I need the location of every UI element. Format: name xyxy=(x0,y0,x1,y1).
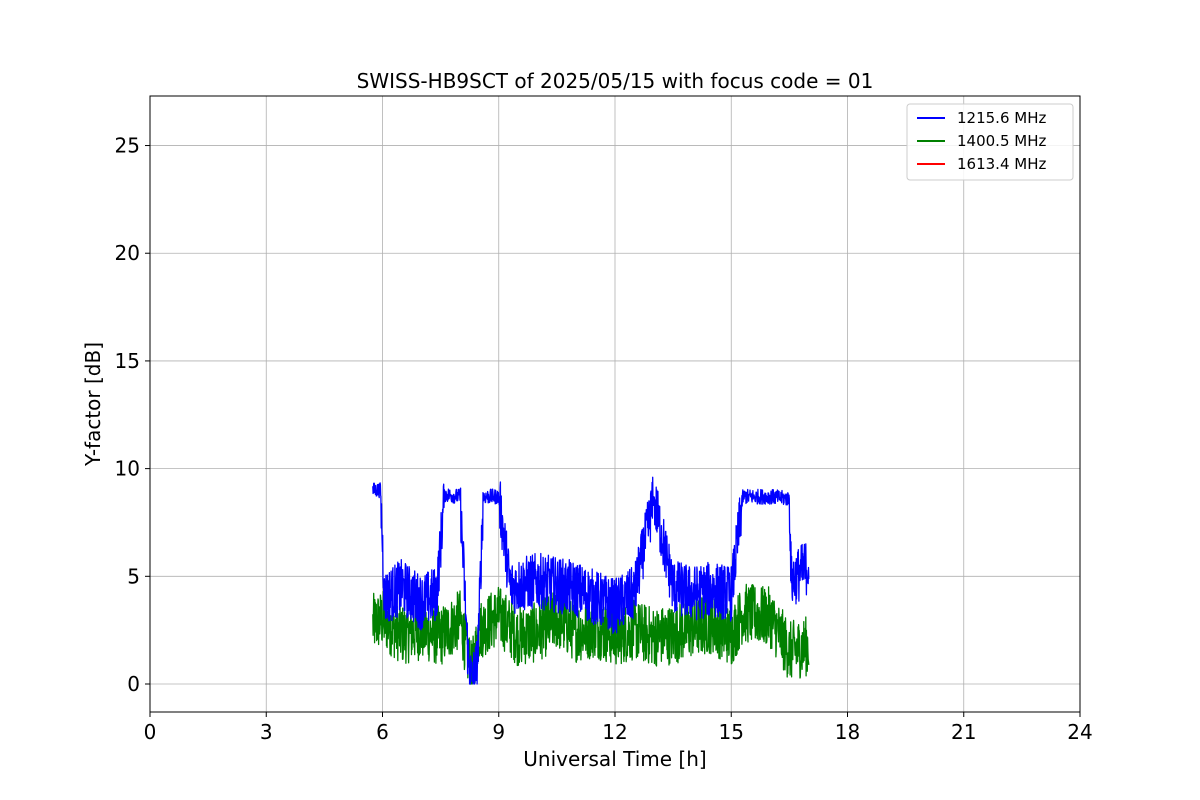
x-tick-label: 21 xyxy=(951,720,976,744)
x-tick-label: 18 xyxy=(835,720,860,744)
series-layer xyxy=(372,476,810,685)
x-tick-label: 3 xyxy=(260,720,273,744)
chart-title: SWISS-HB9SCT of 2025/05/15 with focus co… xyxy=(357,69,874,93)
legend: 1215.6 MHz 1400.5 MHz 1613.4 MHz xyxy=(906,103,1074,181)
ticks-layer: 0 3 6 9 12 15 18 21 24 0 5 10 15 20 25 xyxy=(115,134,1093,744)
y-tick-label: 5 xyxy=(127,564,140,588)
x-tick-label: 15 xyxy=(719,720,744,744)
y-tick-label: 10 xyxy=(115,457,140,481)
legend-entry: 1400.5 MHz xyxy=(957,132,1046,150)
legend-entry: 1613.4 MHz xyxy=(957,155,1046,173)
y-tick-label: 15 xyxy=(115,349,140,373)
y-tick-label: 0 xyxy=(127,672,140,696)
y-axis-label: Y-factor [dB] xyxy=(81,342,105,467)
x-tick-label: 6 xyxy=(376,720,389,744)
x-axis-label: Universal Time [h] xyxy=(523,747,706,771)
series-line xyxy=(372,476,810,685)
x-tick-label: 0 xyxy=(144,720,157,744)
legend-box xyxy=(906,103,1074,181)
y-tick-label: 25 xyxy=(115,134,140,158)
legend-entry: 1215.6 MHz xyxy=(957,109,1046,127)
series-line xyxy=(372,583,810,685)
y-tick-label: 20 xyxy=(115,241,140,265)
x-tick-label: 12 xyxy=(602,720,627,744)
x-tick-label: 9 xyxy=(492,720,505,744)
x-tick-label: 24 xyxy=(1067,720,1092,744)
